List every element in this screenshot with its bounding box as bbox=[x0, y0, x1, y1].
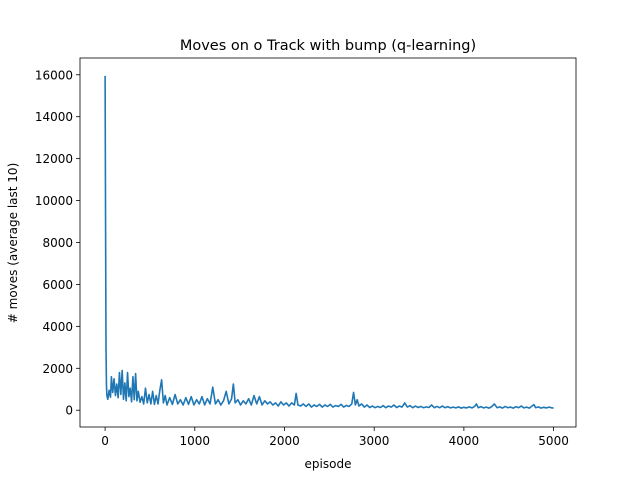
x-tick-label: 4000 bbox=[449, 434, 480, 448]
y-axis-ticks: 0 2000 4000 6000 8000 10000 12000 14000 16000 bbox=[35, 68, 80, 418]
x-tick-label: 5000 bbox=[538, 434, 569, 448]
x-axis-ticks: 0 1000 2000 3000 4000 5000 bbox=[101, 427, 569, 448]
y-axis-label: # moves (average last 10) bbox=[6, 163, 20, 323]
x-tick-label: 1000 bbox=[180, 434, 211, 448]
x-tick-label: 0 bbox=[101, 434, 109, 448]
plot-area bbox=[104, 75, 554, 409]
x-tick-label: 3000 bbox=[359, 434, 390, 448]
y-tick-label: 8000 bbox=[42, 236, 73, 250]
y-tick-label: 16000 bbox=[35, 68, 73, 82]
y-tick-label: 6000 bbox=[42, 278, 73, 292]
y-tick-label: 10000 bbox=[35, 194, 73, 208]
y-tick-label: 12000 bbox=[35, 152, 73, 166]
x-axis-label: episode bbox=[305, 457, 352, 471]
y-tick-label: 14000 bbox=[35, 110, 73, 124]
series-line-moves bbox=[104, 75, 554, 409]
y-tick-label: 0 bbox=[65, 404, 73, 418]
y-tick-label: 4000 bbox=[42, 320, 73, 334]
y-tick-label: 2000 bbox=[42, 362, 73, 376]
x-tick-label: 2000 bbox=[269, 434, 300, 448]
chart-title: Moves on o Track with bump (q-learning) bbox=[180, 38, 476, 54]
